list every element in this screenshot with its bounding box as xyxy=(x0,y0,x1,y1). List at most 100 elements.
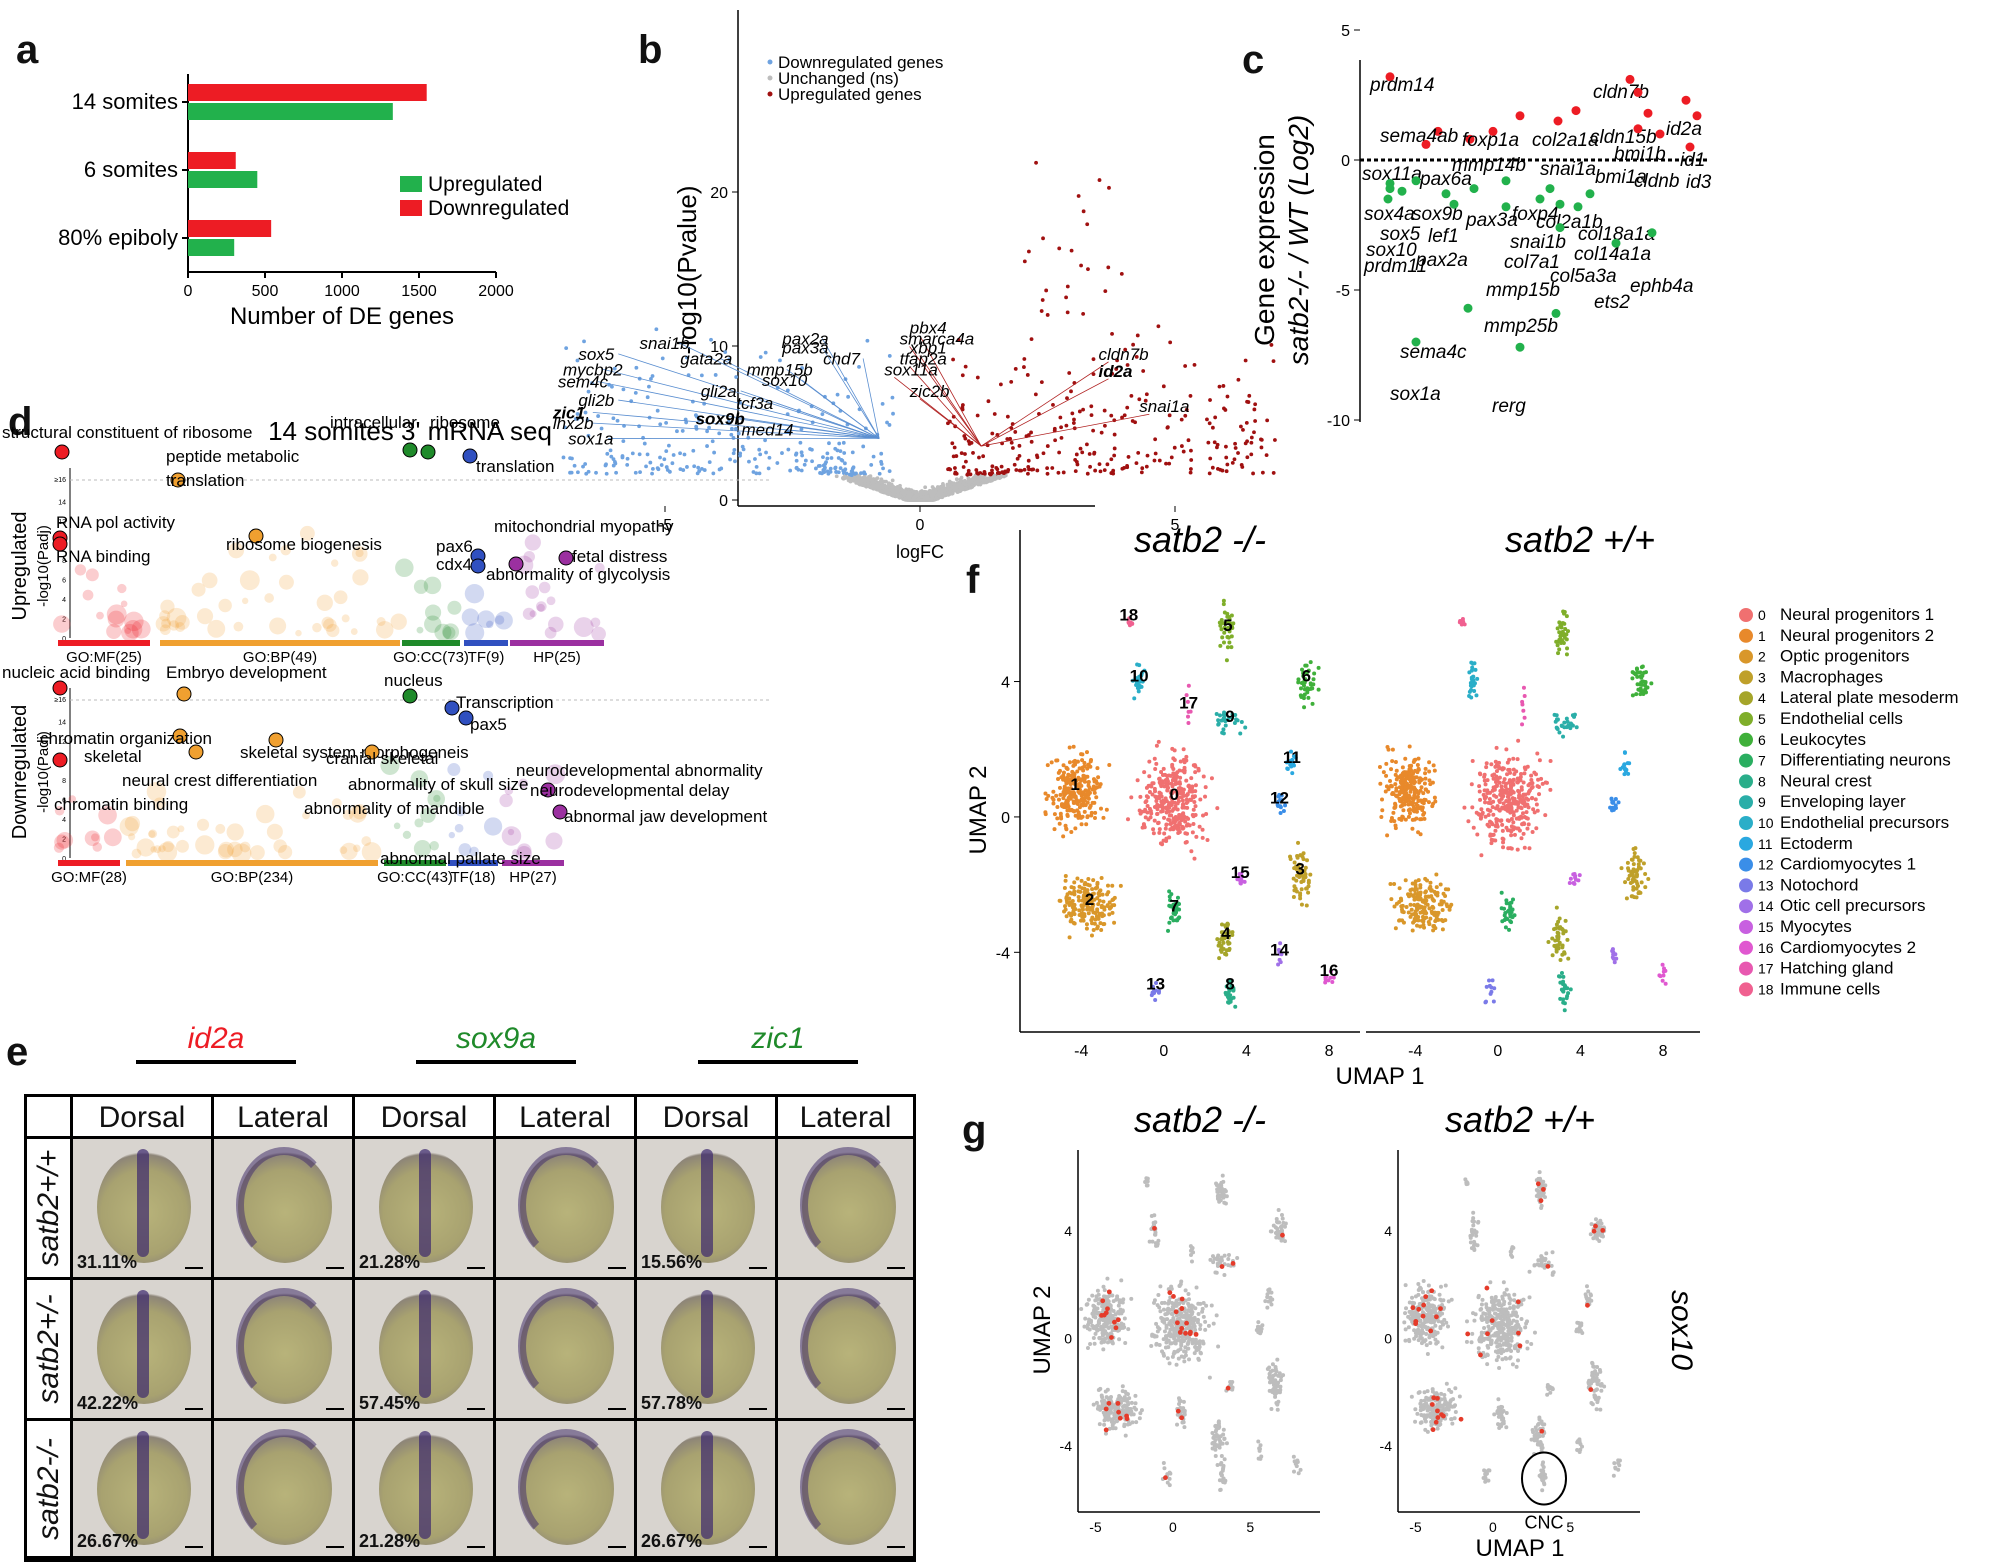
umap-point xyxy=(1622,772,1627,777)
volcano-point xyxy=(621,439,626,443)
umap-point xyxy=(1200,835,1205,840)
volcano-point xyxy=(614,470,618,475)
volcano-point xyxy=(951,414,956,419)
legend-id: 12 xyxy=(1758,857,1774,873)
umap-point xyxy=(1067,760,1072,765)
volcano-point xyxy=(564,346,569,351)
legend-swatch xyxy=(1739,982,1753,997)
umap-point xyxy=(1573,873,1578,878)
umap-point xyxy=(1625,860,1630,865)
volcano-point xyxy=(780,451,784,455)
gene-label-up: id2a xyxy=(1666,119,1702,140)
volcano-point xyxy=(933,489,938,494)
cluster-number: 7 xyxy=(1169,897,1178,916)
gene-point-up xyxy=(1421,139,1431,149)
volcano-point xyxy=(824,460,828,465)
umap-point xyxy=(1564,996,1569,1001)
umap-point xyxy=(1509,833,1514,838)
umap-point xyxy=(1569,722,1574,727)
umap-point xyxy=(1509,785,1514,790)
legend-swatch-down xyxy=(400,200,422,216)
volcano-point xyxy=(665,468,670,472)
volcano-point xyxy=(1058,415,1063,420)
volcano-point xyxy=(1260,470,1265,475)
volcano-point xyxy=(1264,453,1269,458)
umap-point xyxy=(1562,950,1567,955)
expression-stain xyxy=(701,1431,713,1539)
volcano-point xyxy=(1029,337,1034,342)
umap-point xyxy=(1416,766,1421,771)
expression-stain xyxy=(137,1290,149,1398)
gene-label-down: snai1b xyxy=(640,334,690,353)
term-bubble xyxy=(280,544,291,556)
umap-point xyxy=(1298,893,1303,898)
umap-point xyxy=(1151,827,1156,832)
umap-point xyxy=(1125,817,1130,822)
volcano-point xyxy=(1112,453,1117,458)
volcano-point xyxy=(998,382,1003,387)
umap-point xyxy=(1400,790,1405,795)
umap-point xyxy=(1175,817,1180,822)
volcano-point xyxy=(1233,441,1237,446)
volcano-point xyxy=(1064,423,1069,428)
umap-point xyxy=(1506,909,1511,914)
umap-point xyxy=(1082,793,1087,798)
volcano-point xyxy=(833,465,838,470)
legend-label: Immune cells xyxy=(1780,979,1880,998)
term-bubble xyxy=(161,618,171,629)
umap-point xyxy=(1400,765,1405,770)
umap-point xyxy=(1181,747,1186,752)
umap-point xyxy=(1152,818,1157,823)
umap-point xyxy=(1167,809,1172,814)
legend-label: Hatching gland xyxy=(1780,959,1893,978)
volcano-point xyxy=(1122,413,1127,418)
volcano-point xyxy=(871,483,875,488)
umap-point xyxy=(1534,826,1539,831)
umap-point xyxy=(1423,787,1428,792)
umap-point xyxy=(1515,847,1520,852)
umap-point xyxy=(1560,621,1565,626)
legend-swatch xyxy=(1739,712,1753,726)
volcano-point xyxy=(884,479,888,484)
volcano-point xyxy=(611,416,616,421)
term-label: abnormal jaw development xyxy=(564,807,767,826)
umap-point xyxy=(1403,790,1408,795)
category-label: TF(18) xyxy=(451,869,496,886)
volcano-point xyxy=(1106,265,1111,270)
leader-line xyxy=(735,418,880,439)
umap-point xyxy=(1062,909,1067,914)
volcano-point xyxy=(794,452,798,457)
volcano-point xyxy=(988,471,992,476)
umap-point xyxy=(1092,790,1097,795)
volcano-point xyxy=(862,471,866,476)
volcano-point xyxy=(630,451,635,456)
umap-point xyxy=(1500,919,1505,924)
volcano-point xyxy=(625,456,630,461)
gene-heading-zic1: zic1 xyxy=(751,1022,805,1055)
volcano-point xyxy=(664,465,669,469)
umap-point xyxy=(1165,1356,1170,1361)
volcano-point xyxy=(960,373,965,378)
umap-point xyxy=(1072,904,1077,909)
umap-point xyxy=(1630,693,1635,698)
in-situ-embryo-image xyxy=(214,1280,355,1421)
volcano-point xyxy=(694,424,699,429)
gene-point-down xyxy=(1411,337,1421,347)
umap-point xyxy=(1548,758,1553,763)
umap-point xyxy=(1487,808,1492,813)
volcano-point xyxy=(916,497,921,502)
gene-label-up: pbx4 xyxy=(909,319,947,338)
volcano-point xyxy=(1172,445,1177,450)
term-bubble xyxy=(494,611,513,630)
volcano-point xyxy=(1245,455,1250,460)
umap-point xyxy=(1432,795,1437,800)
umap-point xyxy=(1198,1350,1203,1355)
volcano-point xyxy=(1065,396,1069,401)
term-bubble xyxy=(84,830,101,847)
umap-point xyxy=(1473,667,1478,672)
gene-label-down: med14 xyxy=(742,420,794,439)
umap-point xyxy=(1316,665,1321,670)
umap-point xyxy=(1095,909,1100,914)
umap-point xyxy=(1094,914,1099,919)
volcano-point xyxy=(1140,466,1145,471)
